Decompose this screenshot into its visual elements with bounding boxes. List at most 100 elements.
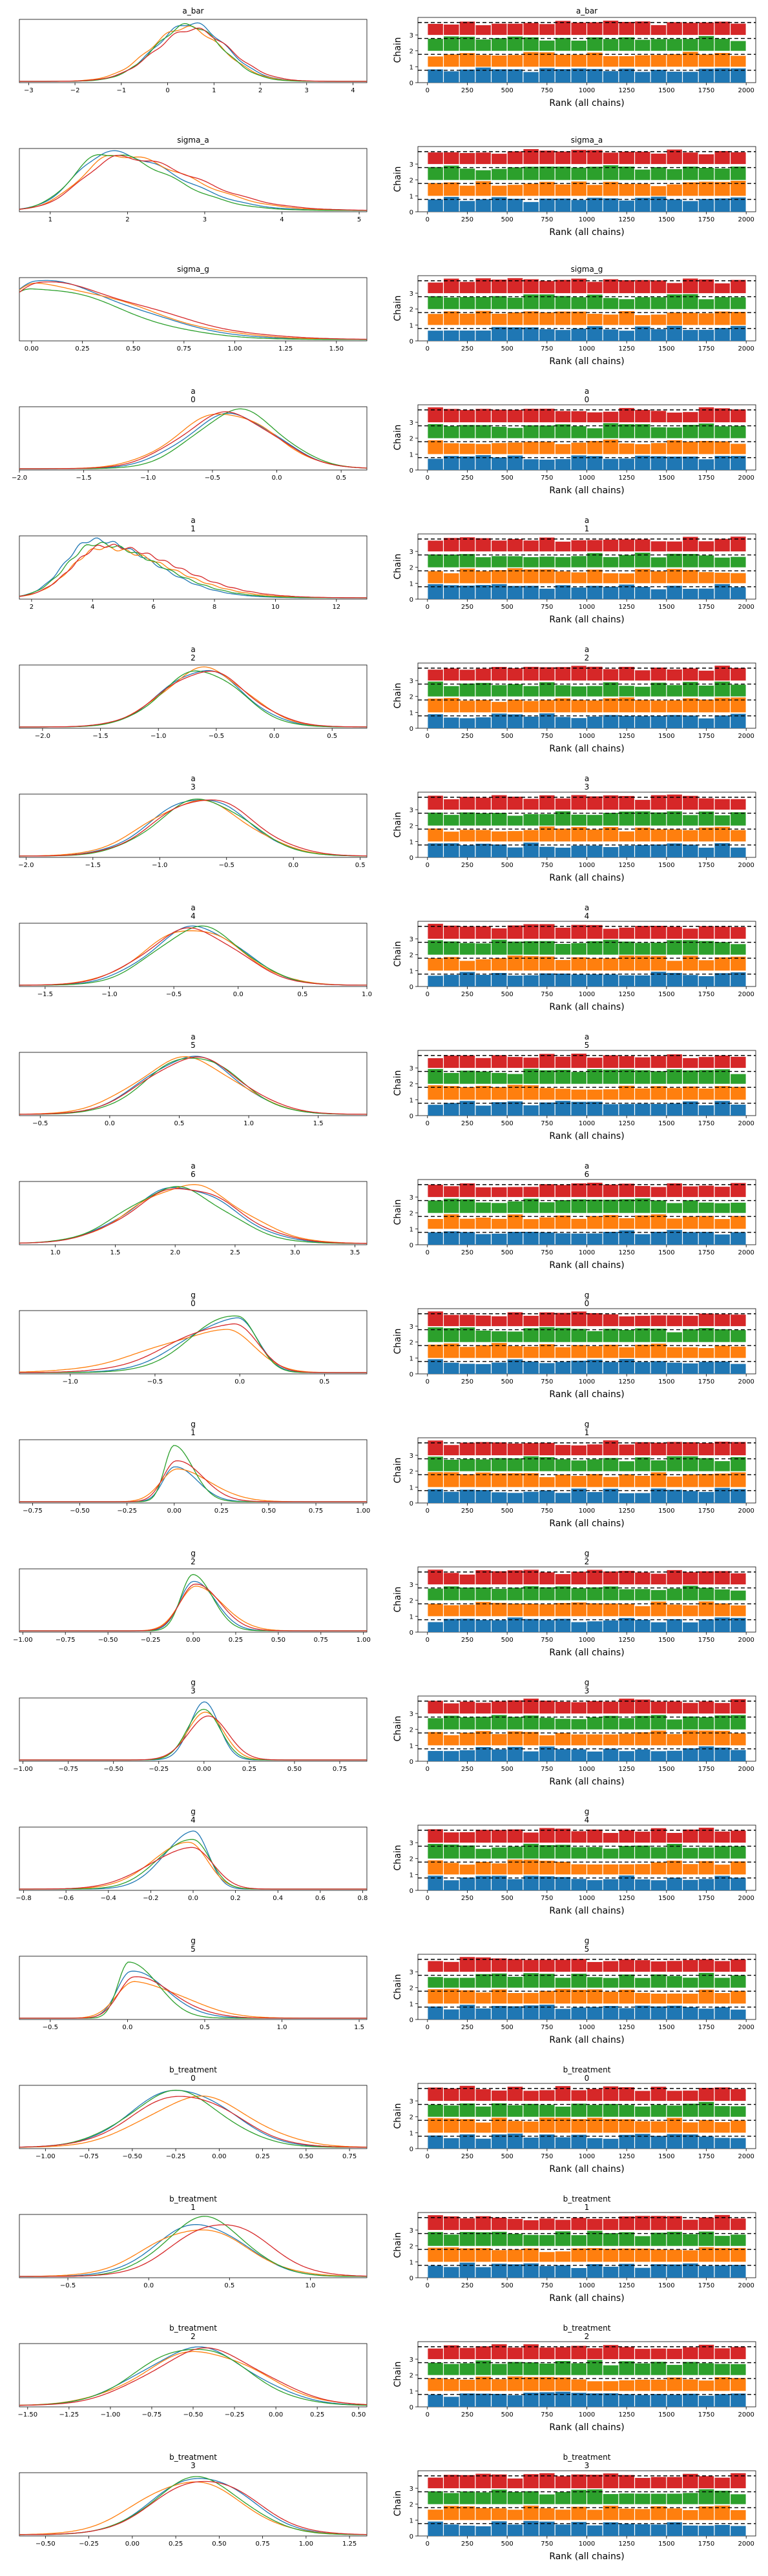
rank-bar [475, 2122, 491, 2133]
rank-title-index: 2 [585, 2332, 590, 2341]
rank-bar [571, 2522, 586, 2536]
kde-panel: a2−2.0 −1.5 −1.0 −0.5 0.0 0.5 [19, 645, 368, 740]
rank-bar [459, 1070, 475, 1084]
rank-bar [539, 973, 555, 986]
rank-bar [667, 2249, 682, 2262]
kde-xtick-label: −2 [70, 87, 80, 94]
rank-bar [492, 844, 507, 857]
rank-bar [539, 2377, 555, 2391]
rank-bar [444, 2493, 459, 2504]
rank-ytick-label: 3 [410, 32, 413, 39]
rank-bar [698, 2136, 714, 2149]
rank-bar [731, 56, 746, 67]
rank-bar [523, 72, 539, 83]
rank-bar [650, 2233, 667, 2246]
rank-bar [539, 1845, 555, 1859]
rank-bar [731, 2120, 746, 2133]
rank-bar [459, 185, 475, 196]
rank-ytick-label: 0 [410, 1630, 413, 1637]
kde-line-chain-0 [19, 2478, 367, 2535]
rank-bars-chain-3 [428, 923, 746, 939]
rank-bar [731, 557, 746, 567]
rank-bar [507, 1473, 523, 1487]
rank-ytick-label: 3 [410, 807, 413, 814]
rank-bar [714, 681, 730, 697]
rank-bar [475, 25, 491, 36]
rank-title-var: a_bar [576, 6, 597, 15]
rank-bar [603, 1848, 619, 1859]
rank-bar [555, 2251, 571, 2262]
kde-title-index: 3 [191, 2461, 196, 2470]
rank-bar [475, 1746, 491, 1761]
rank-xlabel: Rank (all chains) [549, 873, 624, 883]
rank-bar [539, 1363, 555, 1374]
rank-bar [555, 798, 571, 810]
rank-bar [587, 1701, 603, 1714]
rank-bar [555, 2086, 571, 2101]
rank-xtick-label: 1250 [618, 2282, 634, 2289]
rank-xlabel: Rank (all chains) [549, 1518, 624, 1529]
rank-panel: g20 250 500 750 1000 1250 1500 1750 20000123Rank… [393, 1549, 756, 1658]
rank-bar [587, 1346, 603, 1358]
rank-bar [683, 2234, 698, 2246]
rank-bar [428, 2006, 443, 2019]
rank-bar [587, 2118, 603, 2133]
rank-bar [667, 1347, 682, 1358]
rank-bar [635, 1215, 650, 1229]
rank-bar [492, 928, 507, 939]
rank-bar [683, 1959, 698, 1972]
rank-bar [714, 53, 730, 67]
rank-bar [650, 1187, 667, 1198]
rank-bar [475, 1472, 491, 1487]
rank-xtick-label: 1250 [618, 1637, 634, 1644]
rank-bar [650, 196, 667, 212]
rank-bar [587, 1313, 603, 1327]
rank-bar [492, 667, 507, 681]
rank-bar [635, 21, 650, 36]
rank-title-index: 2 [585, 1557, 590, 1566]
rank-bar [444, 2475, 459, 2489]
rank-bar [444, 1214, 459, 1229]
rank-bar [683, 956, 698, 971]
rank-bar [714, 1219, 730, 1229]
rank-ytick-label: 3 [410, 1065, 413, 1072]
rank-bar [492, 1571, 507, 1585]
rank-bar [650, 2006, 667, 2019]
rank-bar [714, 715, 730, 728]
rank-bar [428, 1829, 443, 1843]
rank-bar [635, 1620, 650, 1632]
rank-bar [555, 1719, 571, 1730]
rank-bar [714, 1702, 730, 1714]
rank-bar [587, 2475, 603, 2489]
rank-bar [683, 537, 698, 552]
rank-xtick-label: 2000 [738, 345, 754, 353]
rank-xtick-label: 2000 [738, 604, 754, 611]
rank-bar [587, 569, 603, 584]
rank-bar [475, 1620, 491, 1632]
rank-bar [539, 700, 555, 713]
rank-bar [683, 425, 698, 438]
rank-ytick-label: 3 [410, 1711, 413, 1718]
rank-ytick-label: 3 [410, 936, 413, 943]
rank-bar [444, 2105, 459, 2117]
rank-bars-chain-3 [428, 2473, 746, 2489]
rank-bar [587, 1182, 603, 1198]
rank-bar [731, 2473, 746, 2489]
rank-bar [650, 2379, 667, 2391]
kde-xtick-label: 1 [212, 87, 216, 94]
kde-xtick-label: −1.0 [152, 862, 167, 869]
rank-bar [507, 556, 523, 567]
rank-bar [475, 2138, 491, 2149]
rank-bar [555, 2491, 571, 2504]
rank-xtick-label: 1000 [579, 733, 595, 740]
rank-bar [683, 569, 698, 584]
kde-line-chain-1 [19, 1184, 367, 1244]
rank-bar [444, 1735, 459, 1746]
rank-bar [603, 198, 619, 212]
rank-bar [603, 1620, 619, 1632]
rank-bar [428, 571, 443, 584]
rank-bar [714, 456, 730, 470]
rank-bar [539, 941, 555, 955]
